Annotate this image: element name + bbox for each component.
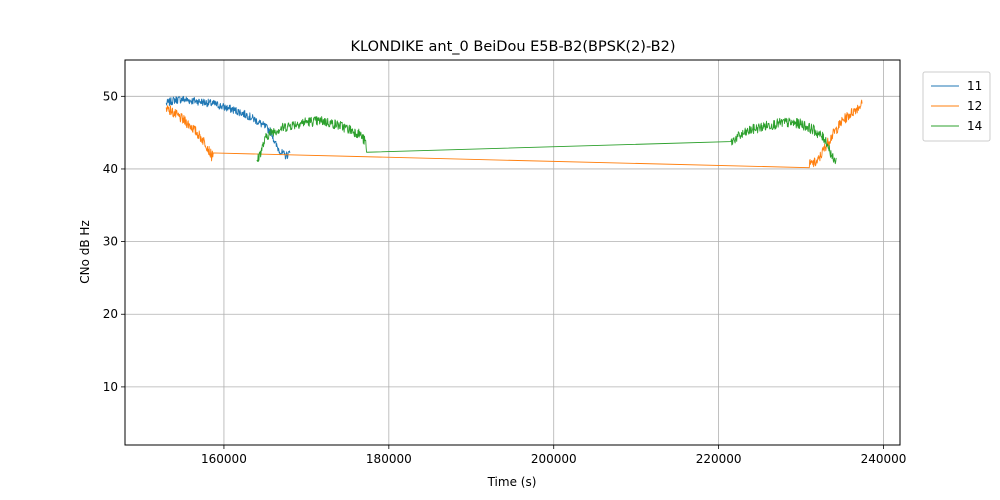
y-tick-label: 10 (103, 380, 118, 394)
legend: 11 12 14 (922, 71, 991, 142)
series-line-12 (165, 99, 863, 169)
y-axis-label: CNo dB Hz (78, 220, 92, 284)
x-tick-label: 240000 (861, 452, 907, 466)
chart-title: KLONDIKE ant_0 BeiDou E5B-B2(BPSK(2)-B2) (351, 39, 676, 55)
y-tick-label: 20 (103, 307, 118, 321)
legend-label-11: 11 (967, 79, 982, 93)
x-tick-label: 180000 (366, 452, 412, 466)
y-tick-label: 40 (103, 162, 118, 176)
series-line-14 (256, 116, 837, 165)
y-tick-label: 50 (103, 89, 118, 103)
x-ticks: 160000 180000 200000 220000 240000 (201, 445, 906, 466)
x-tick-label: 200000 (531, 452, 577, 466)
y-ticks: 10 20 30 40 50 (103, 89, 125, 394)
legend-label-12: 12 (967, 99, 982, 113)
y-tick-label: 30 (103, 235, 118, 249)
legend-label-14: 14 (967, 119, 982, 133)
x-axis-label: Time (s) (487, 475, 537, 489)
grid (125, 60, 900, 445)
plot-frame (124, 59, 901, 446)
plot-lines (165, 95, 863, 169)
x-tick-label: 220000 (696, 452, 742, 466)
series-line-11 (165, 95, 291, 160)
x-tick-label: 160000 (201, 452, 247, 466)
